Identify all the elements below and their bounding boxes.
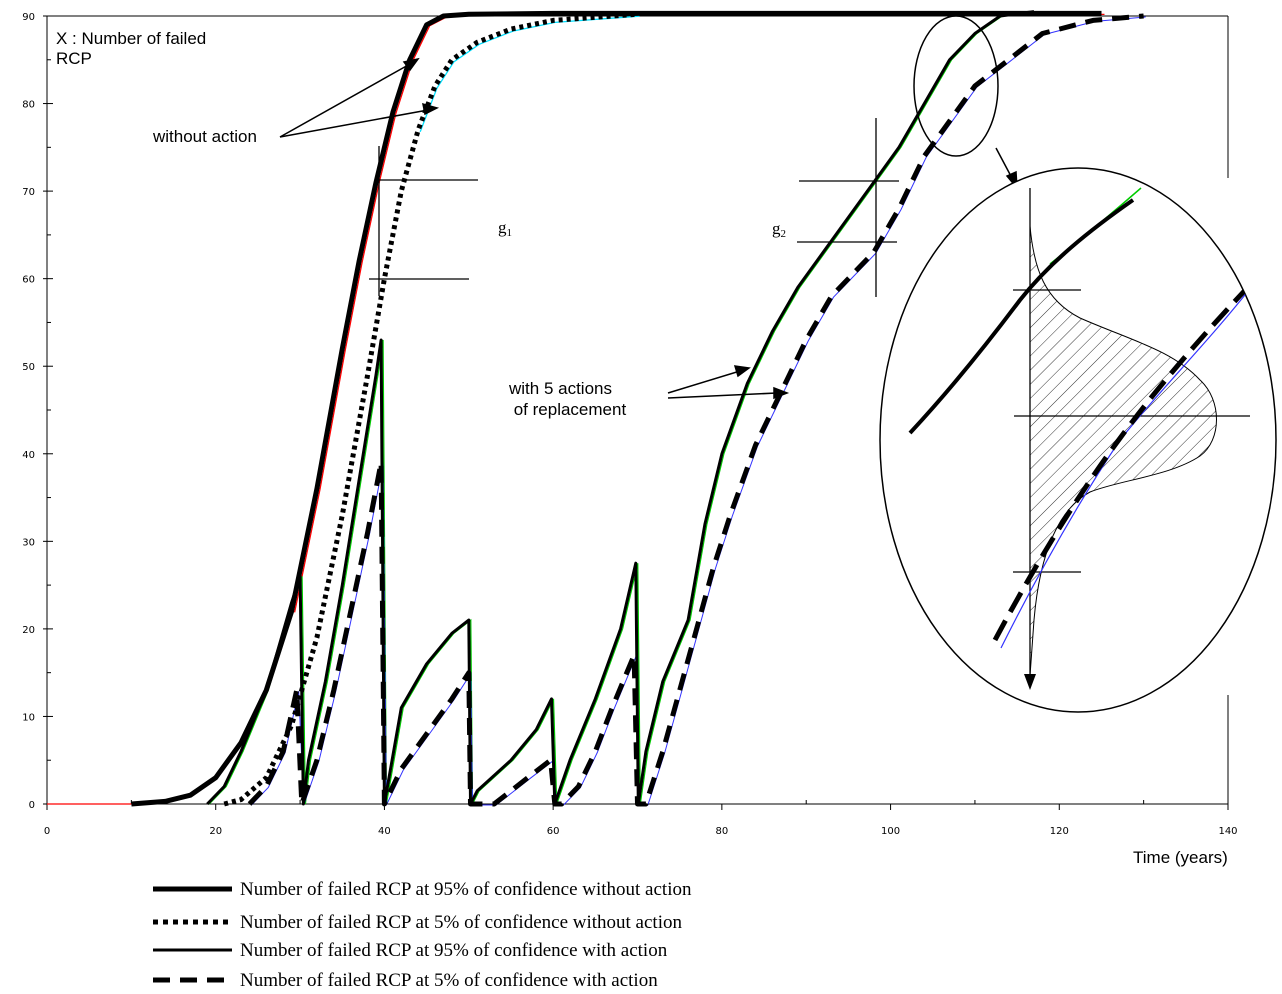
annotation-with-actions: with 5 actions of replacement: [508, 379, 626, 419]
zoom-solid-curve: [908, 198, 1135, 435]
legend-item-2: Number of failed RCP at 5% of confidence…: [240, 912, 682, 933]
y-tick-label: 10: [22, 712, 35, 723]
y-tick-labels: 0 10 20 30 40 50 60 70 80 90: [22, 12, 35, 811]
series-line-solid: [206, 10, 1035, 806]
annotation-without-action-arrows: [279, 57, 440, 138]
cyan-trace: [419, 15, 640, 133]
legend-item-3: Number of failed RCP at 95% of confidenc…: [240, 940, 668, 961]
y-tick-label: 80: [22, 100, 35, 111]
series-line-dotted: [223, 11, 638, 807]
y-axis-label: X : Number of failed RCP: [56, 29, 206, 68]
y-tick-label: 90: [22, 12, 35, 23]
y-tick-label: 30: [22, 537, 35, 548]
green-trace: [208, 11, 1037, 805]
annotation-with-actions-arrows: [667, 365, 790, 400]
x-tick-label: 120: [1050, 826, 1069, 837]
y-tick-label: 70: [22, 187, 35, 198]
ticks: [43, 15, 1229, 810]
y-tick-label: 0: [29, 800, 35, 811]
g1-marker: [369, 146, 478, 296]
y-tick-label: 20: [22, 625, 35, 636]
legend: Number of failed RCP at 95% of confidenc…: [153, 879, 692, 991]
g1-label: g1: [498, 218, 512, 239]
zoom-small-ellipse: [913, 15, 999, 157]
series-line-dashed: [247, 13, 1144, 807]
y-tick-label: 40: [22, 450, 35, 461]
x-tick-label: 80: [715, 826, 728, 837]
zoom-inset: [908, 187, 1253, 690]
x-tick-label: 100: [881, 826, 900, 837]
x-axis-label: Time (years): [1133, 848, 1228, 867]
zoom-dashed-curve: [992, 283, 1252, 642]
y-tick-label: 50: [22, 362, 35, 373]
series-group: [131, 10, 1144, 807]
zoom-vertical-arrowhead: [1024, 674, 1036, 690]
x-tick-labels: 0 20 40 60 80 100 120 140: [44, 826, 1238, 837]
annotation-without-action: without action: [152, 127, 257, 146]
legend-item-1: Number of failed RCP at 95% of confidenc…: [240, 879, 692, 900]
y-tick-label: 60: [22, 275, 35, 286]
x-tick-label: 20: [209, 826, 222, 837]
g2-label: g2: [772, 219, 786, 240]
g2-marker: [797, 118, 899, 297]
x-tick-label: 140: [1218, 826, 1237, 837]
legend-item-4: Number of failed RCP at 5% of confidence…: [240, 970, 658, 991]
x-tick-label: 0: [44, 826, 50, 837]
x-tick-label: 40: [378, 826, 391, 837]
series-line-thick-solid: [131, 10, 1102, 807]
x-tick-label: 60: [547, 826, 560, 837]
